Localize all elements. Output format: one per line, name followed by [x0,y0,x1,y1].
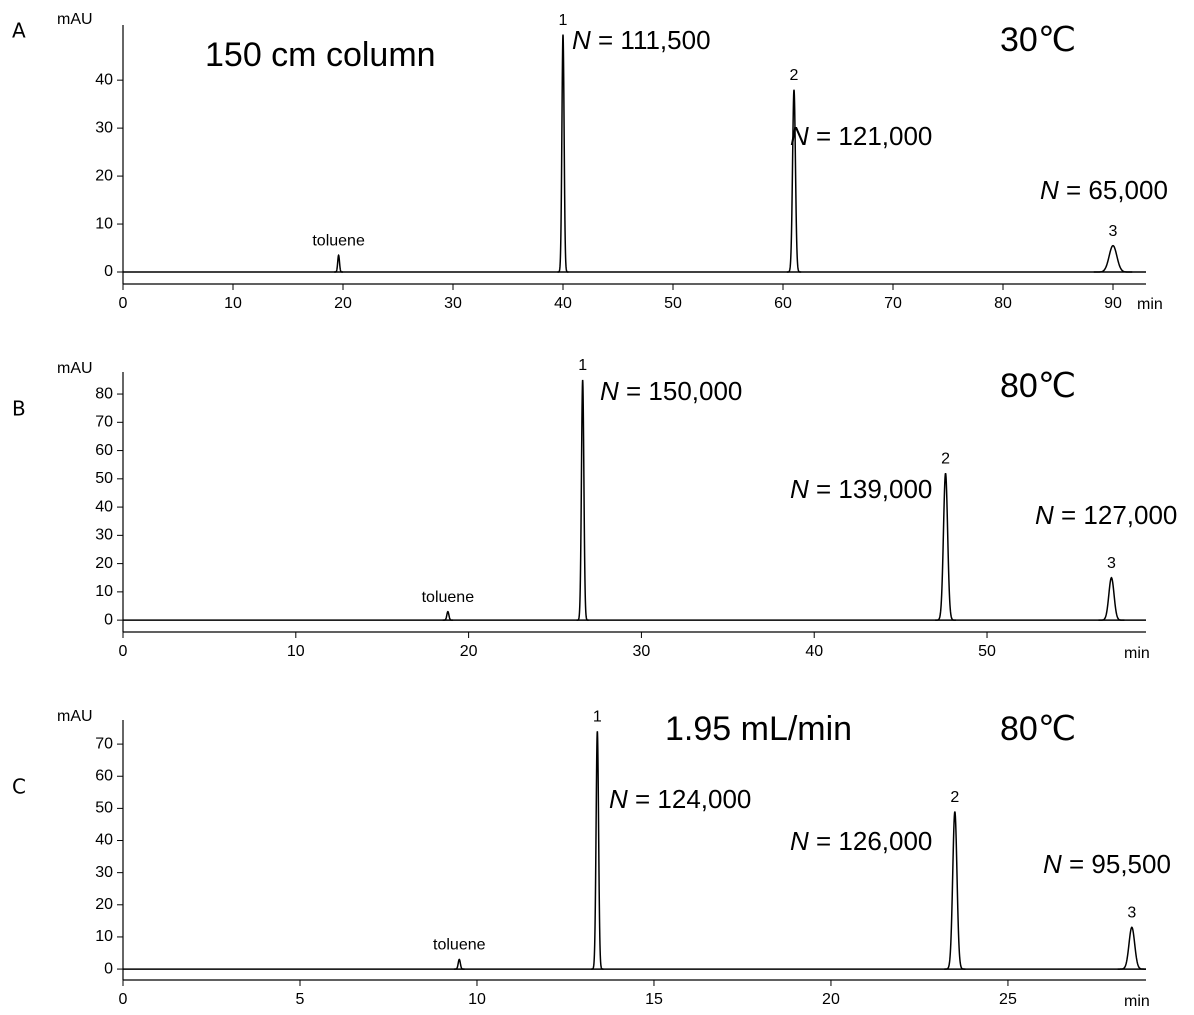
y-tick-label: 40 [95,832,113,849]
x-axis-label: min [1137,296,1163,313]
plate-count: N = 124,000 [609,784,751,814]
peak-label: 3 [1109,223,1118,240]
panel-letter: C [12,775,26,799]
x-tick-label: 10 [468,991,486,1008]
annotation: 80℃ [1000,367,1076,405]
plate-count: N = 139,000 [790,474,932,504]
x-tick-label: 20 [334,295,352,312]
plate-count: N = 65,000 [1040,175,1168,205]
peak [1098,576,1125,621]
panel-letter: B [12,397,26,421]
x-tick-label: 20 [822,991,840,1008]
y-tick-label: 60 [95,767,113,784]
y-tick-label: 30 [95,119,113,136]
y-axis-label: mAU [57,11,93,28]
peak-label: 1 [593,708,602,725]
peak-label: 1 [578,357,587,374]
plate-count: N = 126,000 [790,826,932,856]
peak [334,254,343,273]
y-tick-label: 30 [95,527,113,544]
x-tick-label: 30 [444,295,462,312]
peak-label: toluene [433,937,486,954]
y-tick-label: 70 [95,735,113,752]
y-tick-label: 10 [95,215,113,232]
peak [576,379,589,621]
peak-label: 2 [941,450,950,467]
x-tick-label: 0 [119,295,128,312]
y-tick-label: 40 [95,71,113,88]
y-tick-label: 50 [95,470,113,487]
peak [442,610,454,621]
peak-label: 3 [1127,905,1136,922]
y-tick-label: 20 [95,896,113,913]
peak [786,89,802,273]
y-tick-label: 20 [95,555,113,572]
x-tick-label: 20 [460,643,478,660]
plate-count: N = 111,500 [572,25,711,55]
y-tick-label: 10 [95,583,113,600]
y-tick-label: 50 [95,800,113,817]
y-tick-label: 30 [95,864,113,881]
annotation: 150 cm column [205,36,436,74]
peak-label: 2 [950,789,959,806]
x-tick-label: 30 [633,643,651,660]
x-tick-label: 50 [978,643,996,660]
y-axis-label: mAU [57,708,93,725]
x-tick-label: 40 [554,295,572,312]
x-tick-label: 0 [119,991,128,1008]
x-tick-label: 10 [224,295,242,312]
peak [1117,926,1146,970]
x-axis-label: min [1124,645,1150,662]
y-tick-label: 20 [95,167,113,184]
peak-label: 3 [1107,555,1116,572]
peak [944,811,966,970]
y-tick-label: 0 [104,263,113,280]
peak [1093,244,1133,273]
y-axis-label: mAU [57,360,93,377]
peak [453,958,465,970]
x-tick-label: 15 [645,991,663,1008]
y-tick-label: 40 [95,498,113,515]
peak [591,731,604,970]
x-tick-label: 0 [119,643,128,660]
peak-label: toluene [422,589,475,606]
peak-label: toluene [312,232,365,249]
peak-label: 2 [790,67,799,84]
y-tick-label: 0 [104,960,113,977]
y-tick-label: 80 [95,385,113,402]
plate-count: N = 127,000 [1035,500,1177,530]
annotation: 30℃ [1000,21,1076,59]
x-axis-label: min [1124,993,1150,1010]
y-tick-label: 60 [95,442,113,459]
panel-letter: A [12,19,26,43]
x-tick-label: 60 [774,295,792,312]
plate-count: N = 95,500 [1043,849,1171,879]
x-tick-label: 70 [884,295,902,312]
x-tick-label: 25 [999,991,1017,1008]
annotation: 80℃ [1000,710,1076,748]
x-tick-label: 80 [994,295,1012,312]
x-tick-label: 90 [1104,295,1122,312]
x-tick-label: 10 [287,643,305,660]
annotation: 1.95 mL/min [665,710,852,748]
x-tick-label: 50 [664,295,682,312]
plate-count: N = 121,000 [790,121,932,151]
x-tick-label: 5 [296,991,305,1008]
peak-label: 1 [559,12,568,29]
y-tick-label: 0 [104,611,113,628]
peak [557,34,569,273]
y-tick-label: 10 [95,928,113,945]
x-tick-label: 40 [805,643,823,660]
y-tick-label: 70 [95,414,113,431]
peak [935,473,956,621]
plate-count: N = 150,000 [600,376,742,406]
